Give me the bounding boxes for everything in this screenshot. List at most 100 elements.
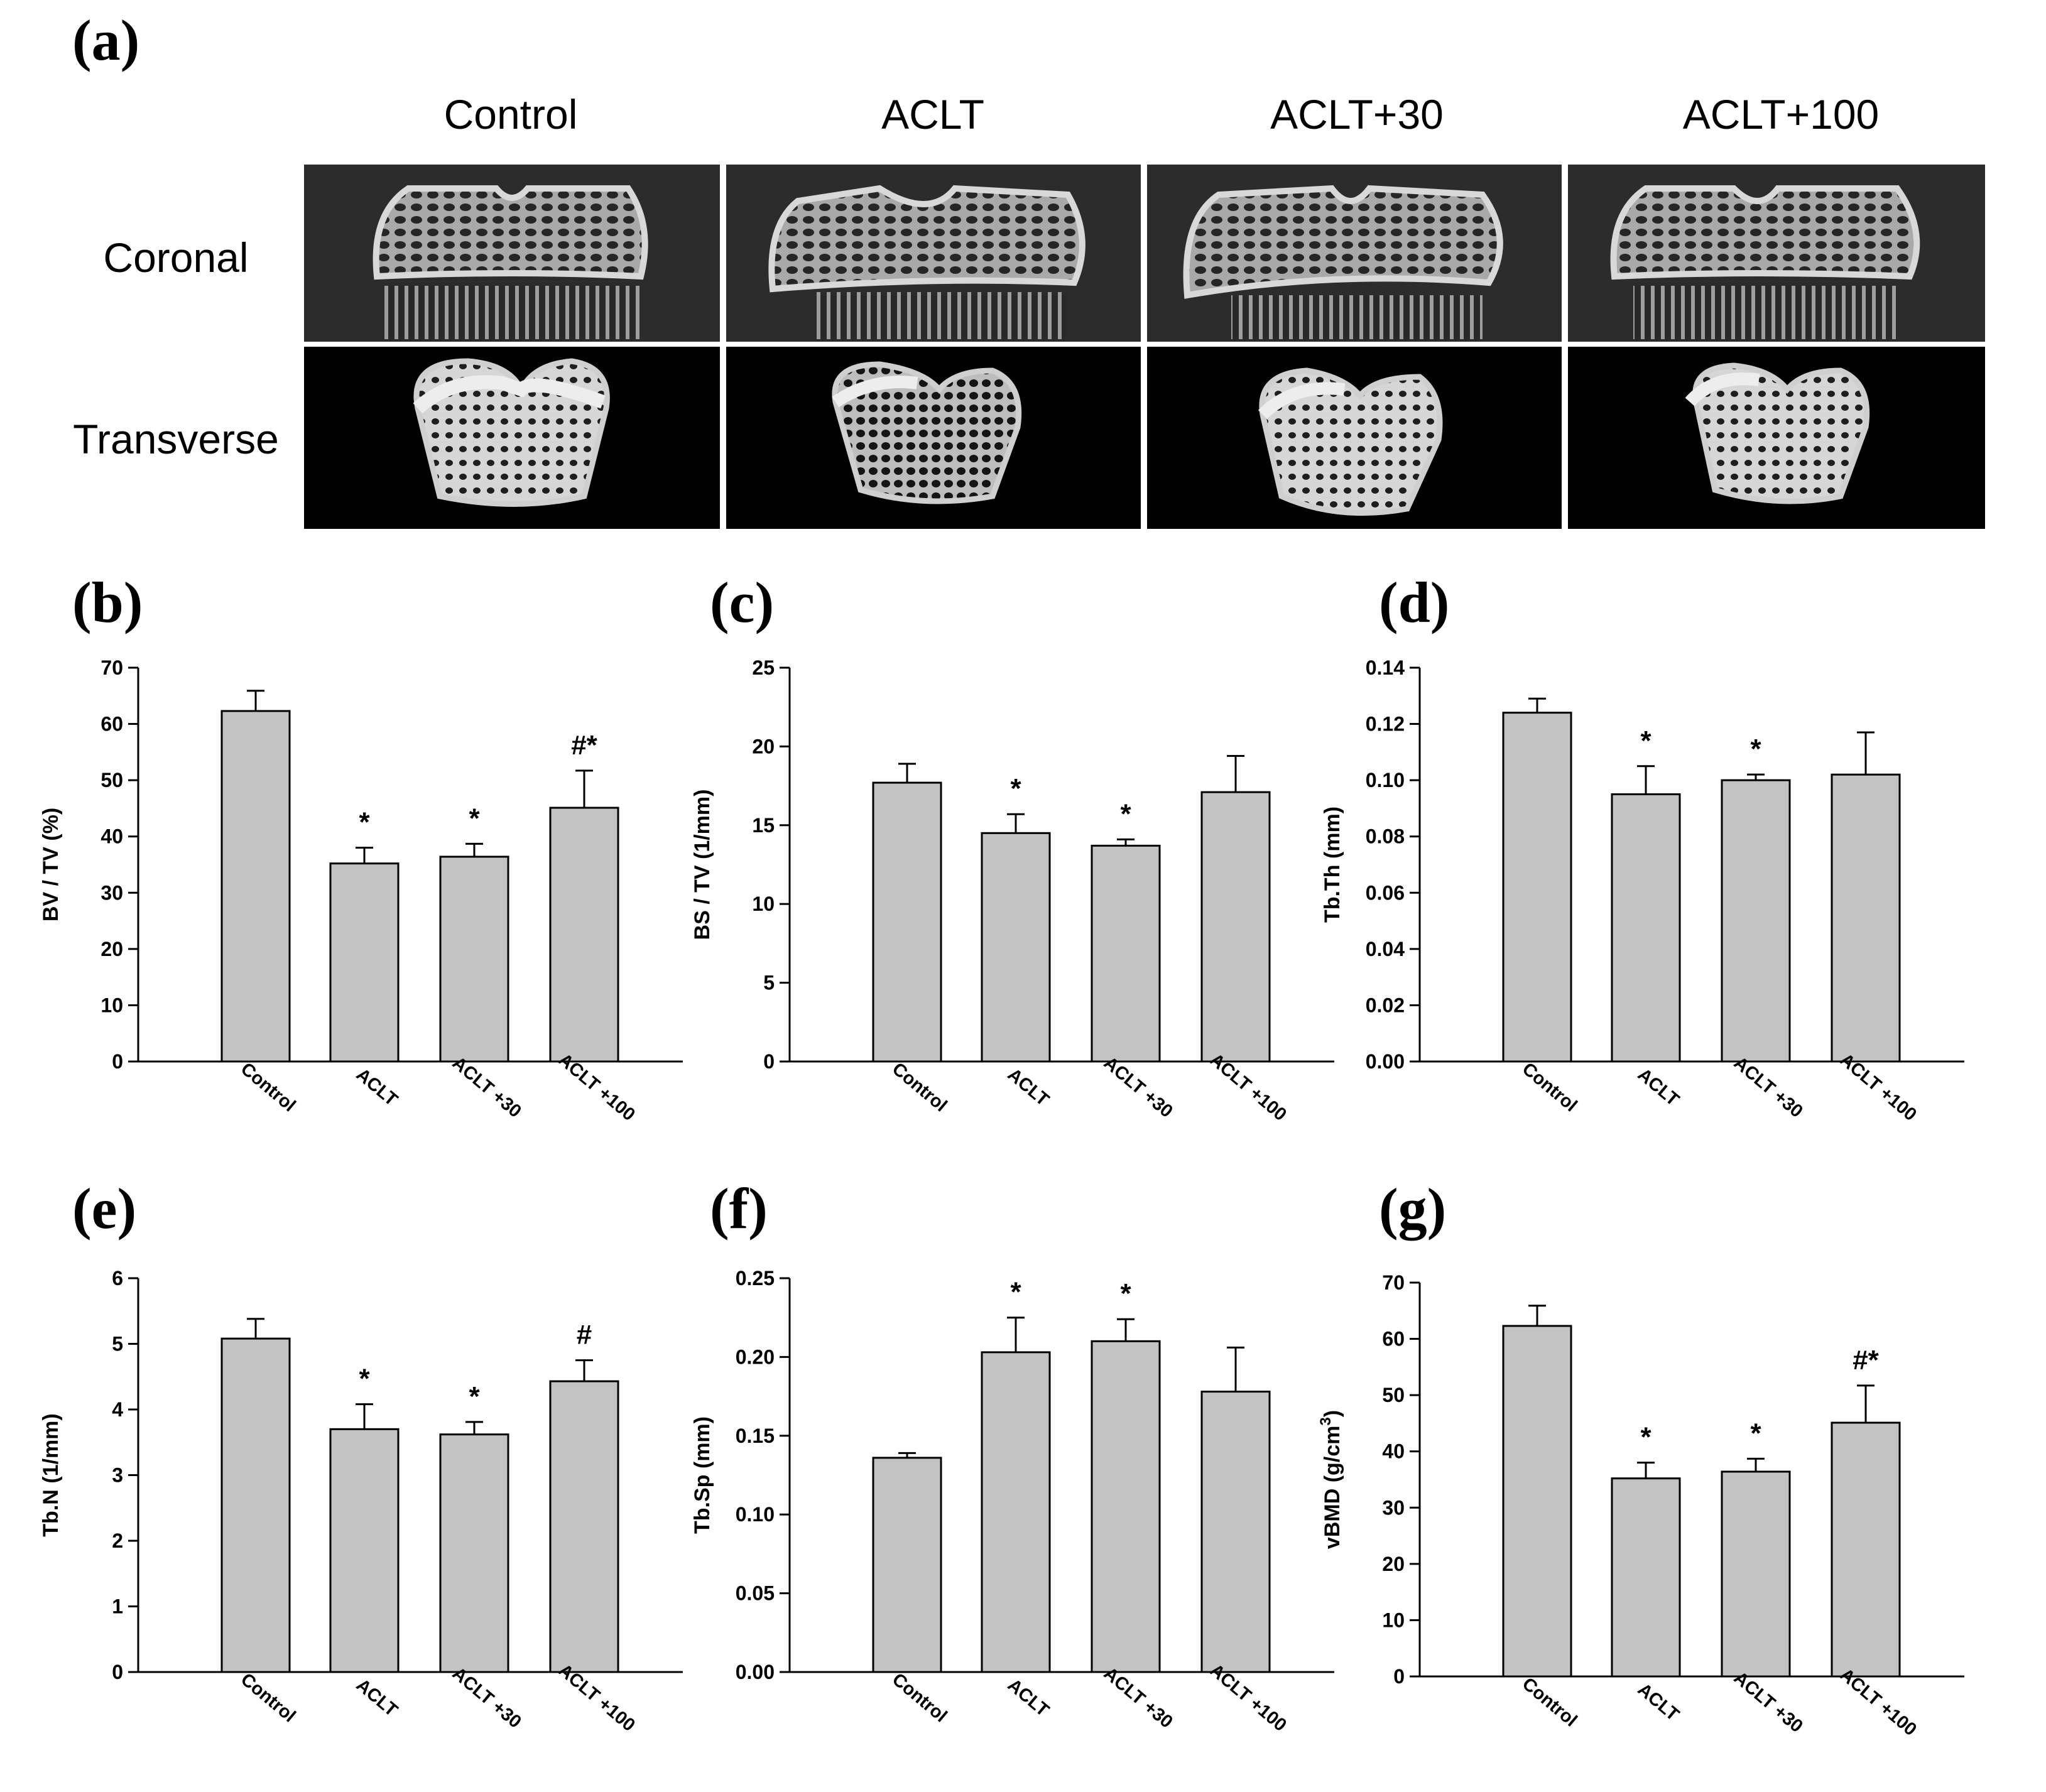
panel-b-chart: (b) BV / TV (%) 0 10 20 30 40 50 60 70 Control * ACL… (39, 570, 683, 1125)
significance-marker: * (1010, 1277, 1021, 1308)
category-label: ACLT +30 (1730, 1053, 1807, 1122)
coronal-image-control (304, 165, 720, 342)
y-tick-label: 50 (101, 769, 123, 791)
y-tick-label: 0.00 (1366, 1050, 1405, 1073)
panel-letter: (d) (1379, 570, 1449, 634)
significance-marker: * (469, 803, 480, 834)
y-tick-label: 20 (101, 938, 123, 960)
y-tick-label: 5 (112, 1333, 123, 1355)
y-tick-label: 0.10 (736, 1503, 775, 1526)
panel-letter: (b) (72, 570, 143, 634)
column-header-aclt-30: ACLT+30 (1270, 91, 1444, 138)
panel-d-chart: (d) Tb.Th (mm) 0.00 0.02 0.04 0.06 0.08 0.10 0.1… (1320, 570, 1964, 1125)
y-axis-label-text: Tb.Th (mm) (1320, 806, 1344, 923)
column-header-aclt-100: ACLT+100 (1683, 91, 1879, 138)
bar (1502, 712, 1572, 1063)
category-label: ACLT (352, 1065, 401, 1110)
y-tick-label: 20 (1382, 1553, 1405, 1575)
y-axis-label-text: BV / TV (%) (39, 808, 63, 921)
y-tick-label: 0.04 (1366, 938, 1405, 960)
category-label: Control (888, 1059, 951, 1116)
bar (439, 855, 509, 1063)
significance-marker: #* (1853, 1345, 1879, 1376)
bar (220, 1337, 291, 1673)
category-label: ACLT +30 (449, 1053, 525, 1122)
significance-marker: * (1750, 1418, 1761, 1448)
category-label: ACLT +30 (1100, 1663, 1177, 1732)
panel-letter: (f) (710, 1176, 768, 1241)
bar (439, 1433, 509, 1673)
bar (1091, 1340, 1161, 1673)
microct-images (304, 165, 1985, 529)
y-axis-label-text: vBMD (g/cm (1320, 1426, 1344, 1549)
column-header-aclt: ACLT (881, 91, 984, 138)
y-tick-label: 0.12 (1366, 713, 1405, 736)
bar (872, 1457, 942, 1673)
bar (1611, 1477, 1681, 1678)
panel-e-chart: (e) Tb.N (1/mm) 0 1 2 3 4 5 6 Control * ACLT * ACLT +… (39, 1176, 683, 1735)
panel-a: (a) Control ACLT ACLT+30 ACLT+100 Corona… (72, 8, 1985, 529)
bar (1091, 844, 1161, 1063)
y-tick-label: 10 (101, 994, 123, 1016)
y-axis-label: vBMD (g/cm3) (1317, 1410, 1344, 1549)
category-label: Control (237, 1670, 300, 1727)
y-tick-label: 0 (112, 1050, 123, 1073)
bar (1721, 1470, 1791, 1678)
category-label: Control (1518, 1059, 1581, 1116)
significance-marker: * (1750, 734, 1761, 764)
y-axis-label-close: ) (1320, 1410, 1344, 1417)
y-tick-label: 0.20 (736, 1345, 775, 1368)
y-axis-label-superscript: 3 (1317, 1417, 1334, 1425)
y-tick-label: 0.15 (736, 1425, 775, 1447)
category-label: ACLT +30 (1730, 1668, 1807, 1737)
y-tick-label: 0 (1393, 1665, 1405, 1688)
category-label: ACLT (1004, 1675, 1053, 1721)
y-tick-label: 40 (1382, 1440, 1405, 1463)
y-axis-label: Tb.Th (mm) (1320, 806, 1344, 923)
bar (1200, 1391, 1271, 1673)
bar (981, 832, 1051, 1063)
y-tick-label: 0.06 (1366, 881, 1405, 904)
category-label: ACLT (1634, 1065, 1683, 1110)
y-tick-label: 25 (752, 656, 775, 679)
significance-marker: * (469, 1381, 480, 1412)
bar (981, 1351, 1051, 1673)
bar (1831, 1421, 1901, 1678)
panel-g-chart: (g) vBMD (g/cm3) 0 10 20 30 40 50 60 70 Control * AC… (1317, 1176, 1964, 1740)
y-tick-label: 0.25 (736, 1267, 775, 1290)
significance-marker: * (1640, 725, 1651, 756)
y-tick-label: 0.05 (736, 1582, 775, 1605)
significance-marker: * (359, 1364, 370, 1394)
transverse-image-aclt-100 (1568, 347, 1985, 529)
y-tick-label: 60 (101, 713, 123, 736)
category-label: ACLT +30 (449, 1663, 525, 1732)
y-tick-label: 50 (1382, 1384, 1405, 1406)
row-header-transverse: Transverse (73, 416, 279, 462)
y-tick-label: 15 (752, 814, 775, 837)
panel-letter: (g) (1379, 1176, 1446, 1241)
y-axis-label: BV / TV (%) (39, 808, 63, 921)
transverse-image-aclt (726, 347, 1141, 529)
category-label: Control (237, 1059, 300, 1116)
y-tick-label: 2 (112, 1529, 123, 1552)
significance-marker: * (1010, 773, 1021, 804)
coronal-image-aclt (726, 165, 1141, 342)
significance-marker: #* (571, 730, 597, 761)
significance-marker: * (1120, 798, 1131, 829)
panel-f-chart: (f) Tb.Sp (mm) 0.00 0.05 0.10 0.15 0.20 0.25 Con… (690, 1176, 1334, 1735)
y-tick-label: 6 (112, 1267, 123, 1290)
y-tick-label: 10 (752, 893, 775, 915)
y-tick-label: 70 (1382, 1271, 1405, 1294)
y-tick-label: 20 (752, 735, 775, 758)
panel-c-chart: (c) BS / TV (1/mm) 0 5 10 15 20 25 Control * ACLT *… (690, 570, 1334, 1125)
y-tick-label: 0.14 (1366, 656, 1405, 679)
category-label: ACLT (1634, 1680, 1683, 1725)
bar (329, 1428, 400, 1673)
y-tick-label: 30 (101, 881, 123, 904)
y-tick-label: 40 (101, 825, 123, 848)
y-axis-label-text: Tb.Sp (mm) (690, 1416, 714, 1534)
significance-marker: * (1640, 1422, 1651, 1453)
column-header-control: Control (444, 91, 578, 138)
bar (220, 710, 291, 1063)
